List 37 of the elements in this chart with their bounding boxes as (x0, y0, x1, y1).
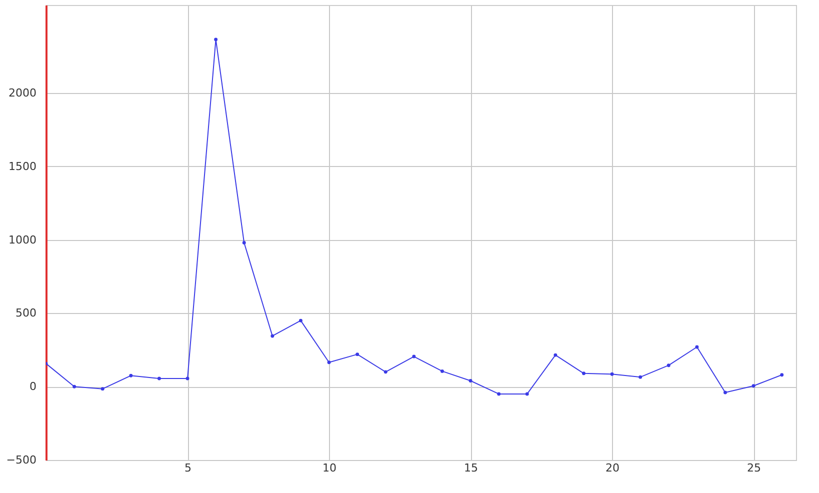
point (752, 384, 756, 388)
point (384, 370, 388, 374)
point (129, 374, 133, 378)
point (157, 376, 161, 380)
point (468, 379, 472, 382)
y-tick-label: 1500 (8, 160, 36, 173)
point (666, 364, 670, 368)
point (100, 387, 104, 391)
x-tick-label: 20 (606, 462, 620, 474)
x-tick-label: 10 (322, 462, 337, 474)
y-tick-label: 1000 (8, 233, 36, 246)
y-tick-label: 0 (30, 380, 36, 394)
point (724, 390, 727, 394)
point (525, 392, 529, 396)
point (356, 352, 360, 356)
x-tick-label: 5 (184, 462, 192, 474)
point (554, 353, 558, 357)
point (186, 376, 190, 380)
point (695, 345, 699, 349)
point (638, 375, 642, 379)
point (497, 392, 501, 396)
point (242, 241, 246, 245)
y-tick-label: 500 (16, 306, 36, 320)
point (610, 372, 614, 376)
point (582, 372, 586, 376)
point (270, 334, 274, 338)
x-tick-label: 25 (747, 462, 762, 474)
point (214, 38, 218, 42)
point (298, 318, 302, 322)
point (327, 360, 331, 364)
x-tick-label: 15 (464, 462, 478, 474)
y-tick-label: 2000 (8, 86, 36, 100)
y-tick-label: −500 (6, 454, 36, 466)
point (72, 384, 76, 388)
point (780, 373, 784, 377)
point (412, 354, 416, 358)
point (440, 369, 444, 373)
